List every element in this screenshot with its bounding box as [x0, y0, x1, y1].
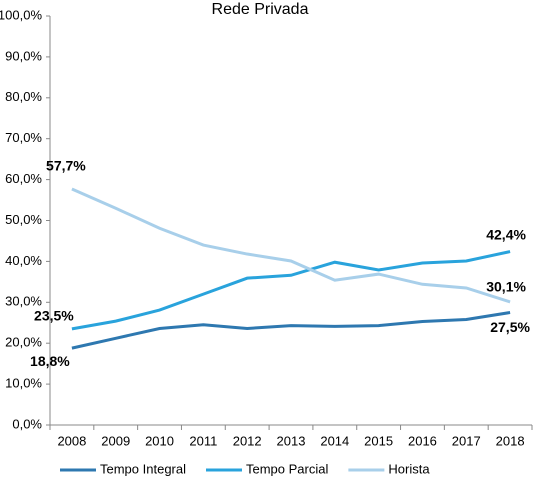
data-label: 42,4% — [486, 226, 526, 242]
x-tick-label: 2010 — [145, 433, 174, 448]
legend-label: Tempo Parcial — [246, 461, 328, 476]
y-tick-label: 30,0% — [5, 294, 42, 309]
x-tick-label: 2015 — [364, 433, 393, 448]
y-tick-label: 90,0% — [5, 48, 42, 63]
x-tick-label: 2016 — [408, 433, 437, 448]
x-tick-label: 2009 — [101, 433, 130, 448]
data-label: 27,5% — [490, 319, 530, 335]
y-tick-label: 40,0% — [5, 253, 42, 268]
line-series — [71, 187, 511, 304]
x-tick-label: 2017 — [452, 433, 481, 448]
line-series — [71, 250, 511, 331]
data-label: 57,7% — [46, 158, 86, 174]
y-tick-label: 20,0% — [5, 335, 42, 350]
legend-label: Horista — [388, 461, 430, 476]
line-series — [71, 311, 511, 350]
y-tick-label: 0,0% — [12, 416, 42, 431]
data-label: 23,5% — [34, 308, 74, 324]
y-tick-label: 10,0% — [5, 376, 42, 391]
x-tick-label: 2014 — [320, 433, 349, 448]
y-tick-label: 50,0% — [5, 212, 42, 227]
y-tick-label: 100,0% — [0, 7, 42, 22]
y-tick-label: 60,0% — [5, 171, 42, 186]
data-label: 18,8% — [30, 353, 70, 369]
data-label: 30,1% — [486, 279, 526, 295]
x-tick-label: 2011 — [189, 433, 217, 448]
chart-title: Rede Privada — [212, 1, 309, 18]
y-tick-label: 70,0% — [5, 130, 42, 145]
x-tick-label: 2008 — [57, 433, 86, 448]
x-tick-label: 2018 — [496, 433, 525, 448]
x-tick-label: 2012 — [233, 433, 262, 448]
x-tick-label: 2013 — [277, 433, 306, 448]
y-tick-label: 80,0% — [5, 89, 42, 104]
legend-label: Tempo Integral — [100, 461, 186, 476]
